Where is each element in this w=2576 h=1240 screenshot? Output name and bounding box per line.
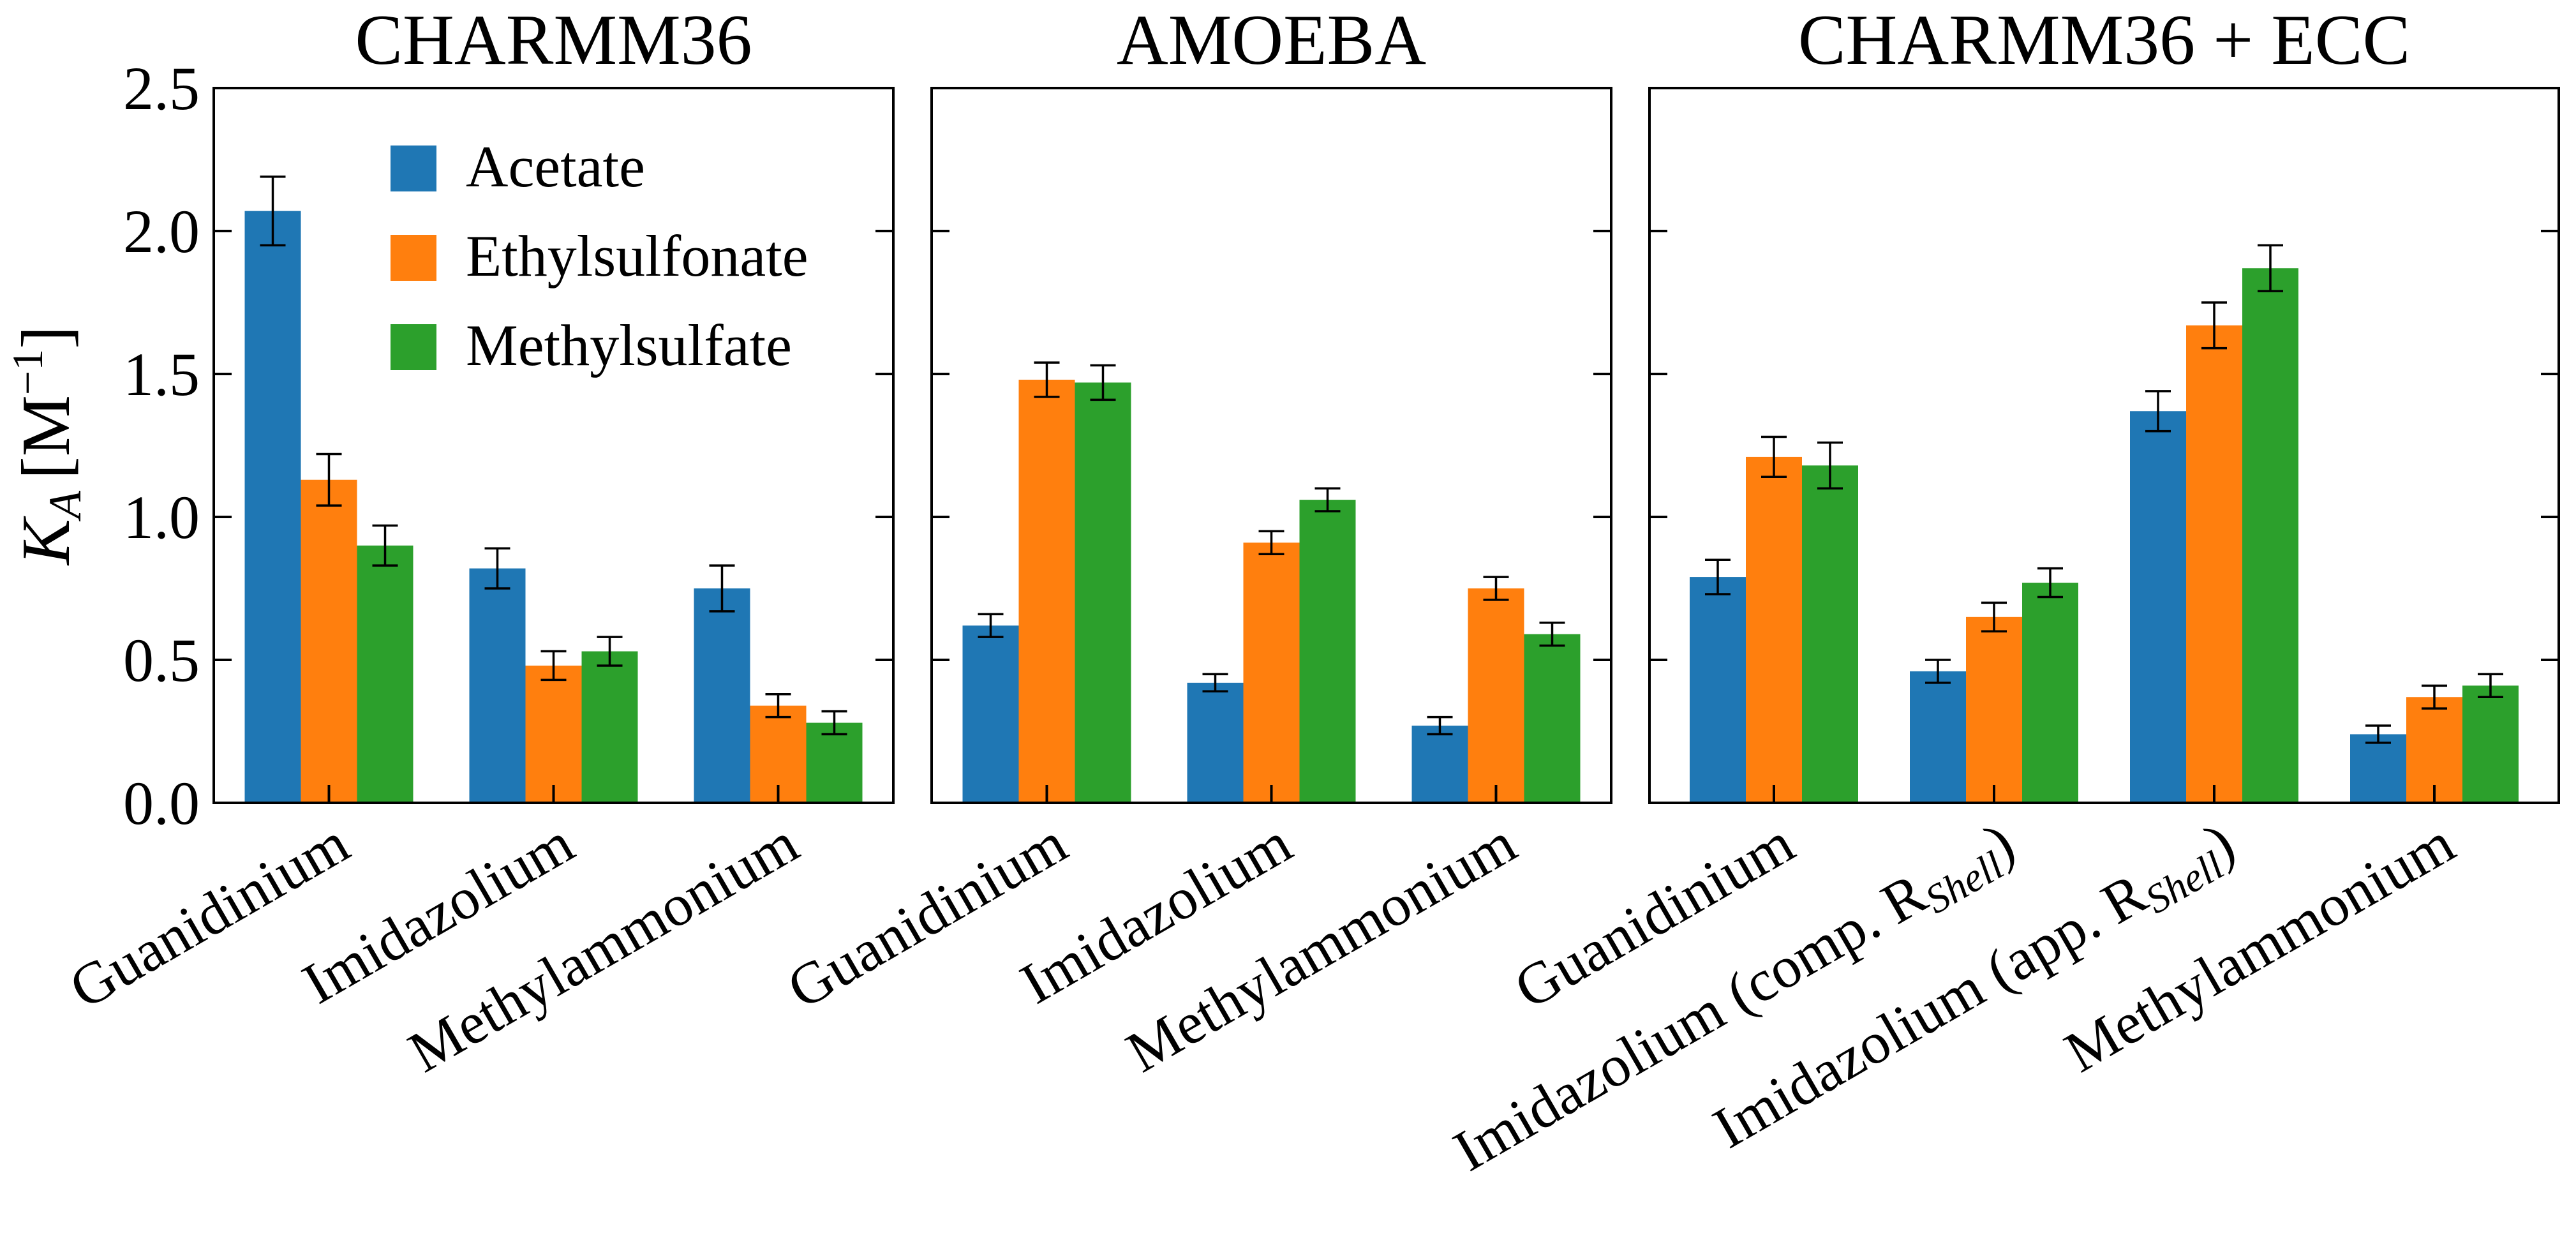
bar-acetate-3 <box>1411 726 1468 803</box>
legend-label-methylsulfate: Methylsulfate <box>466 313 792 378</box>
bar-methylsulfate-3 <box>806 722 863 803</box>
bar-ethylsulfonate-2 <box>1966 616 2022 803</box>
legend: Acetate Ethylsulfonate Methylsulfate <box>391 134 808 378</box>
y-tick-label: 1.0 <box>123 483 200 551</box>
legend-swatch-ethylsulfonate <box>391 235 436 281</box>
y-tick-label: 1.5 <box>123 340 200 408</box>
bar-methylsulfate-2 <box>2022 583 2078 803</box>
bar-ethylsulfonate-2 <box>525 665 582 803</box>
bar-methylsulfate-1 <box>1075 382 1131 803</box>
bar-acetate-4 <box>2350 734 2406 803</box>
bar-methylsulfate-1 <box>357 545 413 803</box>
bar-acetate-2 <box>1910 671 1966 803</box>
legend-swatch-methylsulfate <box>391 324 436 370</box>
panel-1: CHARMM360.00.51.01.52.02.5GuanidiniumImi… <box>3 1 895 1085</box>
bar-ethylsulfonate-1 <box>1018 379 1075 803</box>
bar-methylsulfate-4 <box>2462 685 2519 803</box>
bar-methylsulfate-3 <box>1524 634 1581 803</box>
panel-frame <box>930 87 1612 804</box>
legend-label-ethylsulfonate: Ethylsulfonate <box>466 223 808 288</box>
bar-acetate-1 <box>244 211 301 803</box>
bar-acetate-3 <box>694 588 750 803</box>
y-tick-label: 2.0 <box>123 197 200 265</box>
panel-frame <box>212 87 895 804</box>
bar-acetate-2 <box>1187 682 1244 803</box>
y-tick-label: 0.0 <box>123 769 200 837</box>
bar-ethylsulfonate-1 <box>1746 456 1802 803</box>
y-tick-label: 2.5 <box>123 54 200 123</box>
bar-methylsulfate-2 <box>581 651 638 803</box>
bar-acetate-1 <box>962 625 1019 803</box>
bar-methylsulfate-1 <box>1802 465 1858 803</box>
bar-acetate-1 <box>1690 577 1746 803</box>
bar-ethylsulfonate-1 <box>301 479 357 803</box>
panel-title: CHARMM36 + ECC <box>1798 1 2410 80</box>
legend-label-acetate: Acetate <box>466 134 645 199</box>
bar-ethylsulfonate-2 <box>1243 542 1300 803</box>
bar-ethylsulfonate-3 <box>1468 588 1524 803</box>
legend-swatch-acetate <box>391 146 436 191</box>
panel-title: CHARMM36 <box>355 1 752 80</box>
bar-acetate-3 <box>2130 411 2186 803</box>
panel-frame <box>1648 87 2560 804</box>
bar-methylsulfate-3 <box>2242 268 2298 803</box>
bar-acetate-2 <box>469 568 526 803</box>
bar-methylsulfate-2 <box>1299 500 1356 803</box>
y-tick-label: 0.5 <box>123 626 200 694</box>
panel-title: AMOEBA <box>1117 1 1426 80</box>
y-axis-label: KA[M−1] <box>3 326 91 566</box>
bar-ethylsulfonate-3 <box>2186 325 2242 803</box>
